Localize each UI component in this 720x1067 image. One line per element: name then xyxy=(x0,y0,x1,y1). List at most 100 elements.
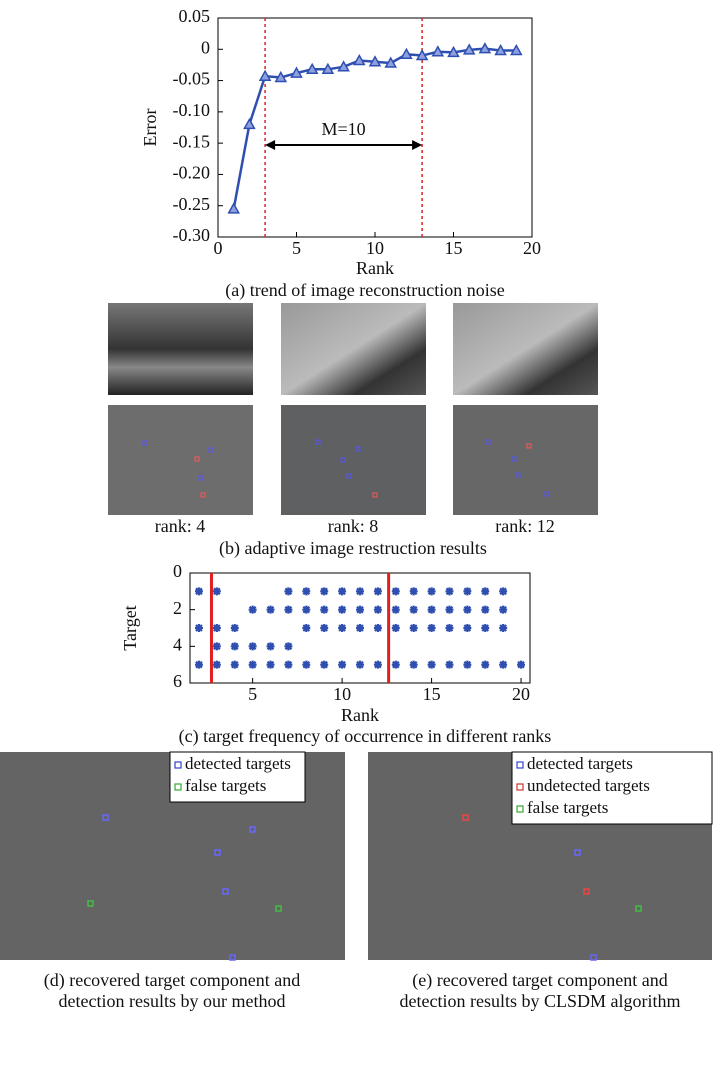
data-point xyxy=(194,624,203,632)
x-tick-label: 0 xyxy=(214,238,223,258)
data-point xyxy=(338,660,347,669)
data-point xyxy=(391,605,400,614)
y-tick-label: 0.05 xyxy=(179,6,211,26)
caption: detection results by CLSDM algorithm xyxy=(400,991,681,1011)
data-point xyxy=(481,624,490,632)
data-point xyxy=(431,45,445,57)
data-point xyxy=(499,660,508,669)
data-point xyxy=(338,587,347,596)
image-rank12 xyxy=(453,303,598,395)
data-point xyxy=(230,624,239,632)
annotation: M=10 xyxy=(322,119,366,139)
data-point xyxy=(248,660,257,669)
data-point xyxy=(230,642,239,651)
data-point xyxy=(266,660,275,669)
data-point xyxy=(384,56,397,68)
data-point xyxy=(356,587,364,596)
data-point xyxy=(284,660,293,669)
data-point xyxy=(445,624,454,632)
y-tick-label: 4 xyxy=(173,634,182,654)
legend-marker xyxy=(174,783,182,791)
data-point xyxy=(274,70,288,83)
data-point xyxy=(356,660,364,669)
caption: (b) adaptive image restruction results xyxy=(219,538,487,559)
y-tick-label: 2 xyxy=(173,598,182,618)
data-point xyxy=(338,605,347,614)
data-point xyxy=(248,605,257,614)
x-tick-label: 15 xyxy=(423,684,441,704)
data-point xyxy=(499,624,508,632)
legend-box xyxy=(511,751,713,825)
data-point xyxy=(227,202,240,214)
data-point xyxy=(499,605,508,614)
data-point xyxy=(463,660,472,669)
legend-marker xyxy=(516,805,524,813)
data-point xyxy=(302,605,311,614)
data-point xyxy=(194,587,203,596)
caption: (d) recovered target component and xyxy=(44,970,301,991)
legend-label: false targets xyxy=(185,776,266,795)
data-point xyxy=(445,587,454,596)
data-point xyxy=(305,62,319,75)
legend-marker xyxy=(174,761,182,769)
data-point xyxy=(391,660,400,669)
caption: detection results by our method xyxy=(59,991,286,1011)
legend-marker xyxy=(516,783,524,791)
data-point xyxy=(427,605,436,614)
x-axis-label: Rank xyxy=(356,258,394,278)
image-label: rank: 8 xyxy=(328,516,378,536)
data-point xyxy=(290,66,303,78)
image-label: rank: 4 xyxy=(155,516,205,536)
caption: (a) trend of image reconstruction noise xyxy=(225,280,504,301)
data-point xyxy=(409,587,418,596)
data-point xyxy=(284,642,293,651)
data-point xyxy=(368,55,382,67)
data-point xyxy=(337,60,350,72)
plot-frame xyxy=(189,572,531,684)
data-point xyxy=(212,624,221,632)
data-point xyxy=(302,660,311,669)
data-point xyxy=(258,69,272,81)
data-point xyxy=(230,660,239,669)
data-point xyxy=(427,660,436,669)
data-point xyxy=(391,624,400,632)
legend-label: undetected targets xyxy=(527,776,650,795)
data-point xyxy=(481,660,490,669)
y-tick-label: 0 xyxy=(173,561,182,581)
data-point xyxy=(320,660,329,669)
legend-marker xyxy=(516,761,524,769)
data-point xyxy=(373,605,382,614)
x-tick-label: 10 xyxy=(366,238,384,258)
data-point xyxy=(481,605,490,614)
data-point xyxy=(373,587,382,596)
target-image-rank8 xyxy=(281,405,426,515)
y-tick-label: -0.10 xyxy=(173,100,211,120)
y-tick-label: 6 xyxy=(173,671,182,691)
target-markers-b xyxy=(142,439,550,498)
data-point xyxy=(400,47,413,60)
data-point xyxy=(212,587,221,596)
data-point xyxy=(356,605,364,614)
y-tick-label: -0.30 xyxy=(173,225,211,245)
caption: (c) target frequency of occurrence in di… xyxy=(179,726,552,747)
data-point xyxy=(445,605,454,614)
caption: (e) recovered target component and xyxy=(412,970,668,991)
target-markers-de xyxy=(87,814,642,961)
legend-label: false targets xyxy=(527,798,608,817)
data-point xyxy=(338,624,347,632)
data-point xyxy=(478,42,492,54)
data-point xyxy=(302,624,311,632)
y-tick-label: -0.20 xyxy=(173,163,211,183)
legend-label: detected targets xyxy=(527,754,633,773)
data-point xyxy=(409,660,418,669)
data-point xyxy=(517,660,526,669)
x-tick-label: 10 xyxy=(333,684,351,704)
data-point xyxy=(194,660,203,669)
data-point xyxy=(212,660,221,669)
data-point xyxy=(427,624,436,632)
data-point xyxy=(353,54,366,66)
data-point xyxy=(266,642,275,651)
image-label: rank: 12 xyxy=(495,516,554,536)
data-point xyxy=(391,587,400,596)
x-tick-label: 5 xyxy=(292,238,301,258)
